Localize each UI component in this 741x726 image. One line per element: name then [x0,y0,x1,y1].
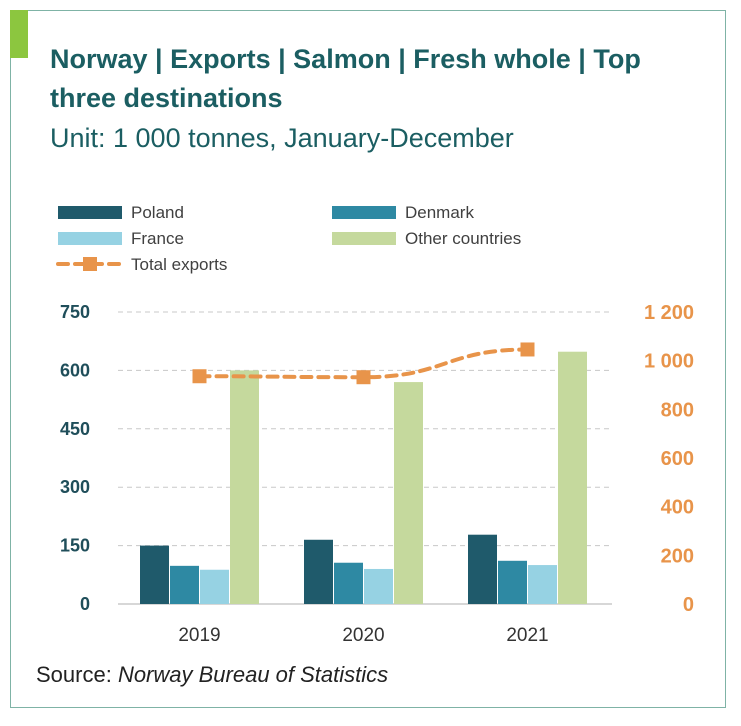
bar-denmark [498,560,527,604]
x-tick-label: 2020 [342,625,384,646]
bar-denmark [334,562,363,604]
legend-label: Total exports [131,255,227,274]
legend-label: Denmark [405,203,474,222]
bar-other-countries [230,370,259,604]
x-tick-label: 2019 [178,625,220,646]
bar-poland [140,545,169,604]
y-right-tick-label: 600 [661,448,694,470]
bar-other-countries [394,382,423,604]
y-right-tick-label: 1 000 [644,351,694,373]
legend-swatch [332,206,396,219]
bar-other-countries [558,351,587,604]
bar-france [200,569,229,604]
point-total-exports [520,342,535,357]
y-left-tick-label: 600 [60,360,90,380]
point-total-exports [192,369,207,384]
bar-france [528,565,557,604]
y-left-tick-label: 0 [80,594,90,614]
y-right-tick-label: 800 [661,399,694,421]
x-tick-label: 2021 [506,625,548,646]
accent-bar [10,10,28,58]
legend-label: Poland [131,203,184,222]
chart-subtitle: Unit: 1 000 tonnes, January-December [50,123,514,153]
chart-frame [10,10,726,708]
y-left-tick-label: 750 [60,302,90,322]
chart-title: Norway | Exports | Salmon | Fresh whole … [50,44,641,113]
bar-france [364,568,393,604]
legend-swatch [58,206,122,219]
y-left-tick-label: 300 [60,477,90,497]
legend-label: Other countries [405,229,521,248]
legend-swatch-marker [83,257,97,271]
y-right-tick-label: 1 200 [644,302,694,324]
y-left-tick-label: 450 [60,419,90,439]
bar-denmark [170,565,199,604]
y-left-tick-label: 150 [60,536,90,556]
bar-poland [468,534,497,604]
y-right-tick-label: 0 [683,594,694,616]
point-total-exports [356,370,371,385]
legend-label: France [131,229,184,248]
y-right-tick-label: 400 [661,497,694,519]
legend-swatch [332,232,396,245]
bar-poland [304,539,333,604]
source-label: Source: [36,662,118,687]
y-right-tick-label: 200 [661,545,694,567]
legend-swatch [58,232,122,245]
source-name: Norway Bureau of Statistics [117,662,389,687]
source-note: Source: Norway Bureau of Statistics [36,662,388,688]
